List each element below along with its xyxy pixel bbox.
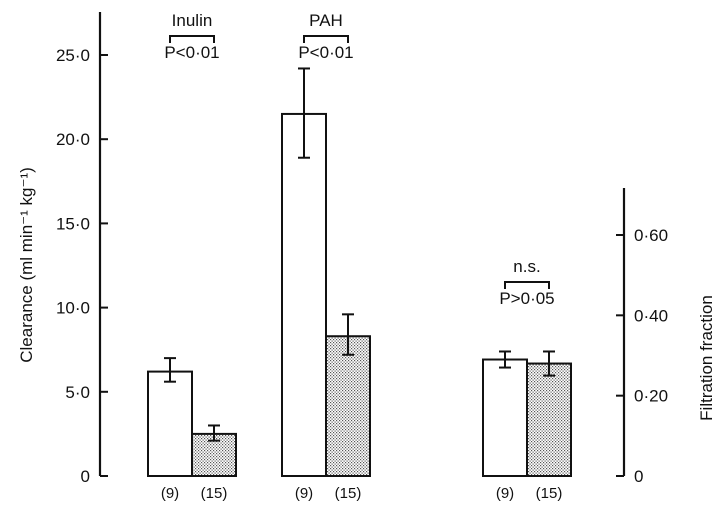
sample-size-label: (9) [496, 485, 514, 502]
sample-size-label: (9) [295, 485, 313, 502]
group-label: PAH [309, 11, 343, 30]
left-tick-label: 10·0 [56, 299, 90, 318]
right-y-axis: 0 0·20 0·40 0·60 [616, 188, 668, 486]
left-tick-label: 0 [81, 467, 90, 486]
sample-size-label: (15) [201, 485, 228, 502]
bar [526, 362, 572, 477]
left-tick-label: 25·0 [56, 46, 90, 65]
sample-size-label: (15) [335, 485, 362, 502]
left-tick-label: 15·0 [56, 214, 90, 233]
right-tick-label: 0·20 [634, 387, 668, 406]
group-label: Inulin [172, 11, 213, 30]
sample-size-label: (9) [161, 485, 179, 502]
significance-bracket [303, 35, 349, 43]
p-value-label: P<0·01 [298, 43, 353, 62]
significance-bracket [169, 35, 215, 43]
bar [147, 370, 193, 478]
left-tick-label: 5·0 [65, 383, 90, 402]
right-tick-label: 0·40 [634, 306, 668, 325]
right-tick-label: 0·60 [634, 226, 668, 245]
p-value-label: P>0·05 [499, 289, 554, 308]
significance-annotations: Inulin P<0·01 PAH P<0·01 n.s. P>0·05 [164, 11, 554, 308]
bar [482, 358, 528, 477]
left-axis-title: Clearance (ml min⁻¹ kg⁻¹) [17, 167, 36, 363]
bar [281, 112, 327, 477]
sample-size-label: (15) [536, 485, 563, 502]
bar-series: (9) (15) (9) (15) (9) (15) [147, 67, 572, 502]
p-value-label: P<0·01 [164, 43, 219, 62]
right-tick-label: 0 [634, 467, 643, 486]
group-label: n.s. [513, 257, 540, 276]
left-y-axis: 0 5·0 10·0 15·0 20·0 25·0 [56, 12, 108, 486]
right-axis-title: Filtration fraction [697, 295, 716, 421]
significance-bracket [504, 281, 550, 289]
bar [325, 335, 371, 477]
left-tick-label: 20·0 [56, 130, 90, 149]
